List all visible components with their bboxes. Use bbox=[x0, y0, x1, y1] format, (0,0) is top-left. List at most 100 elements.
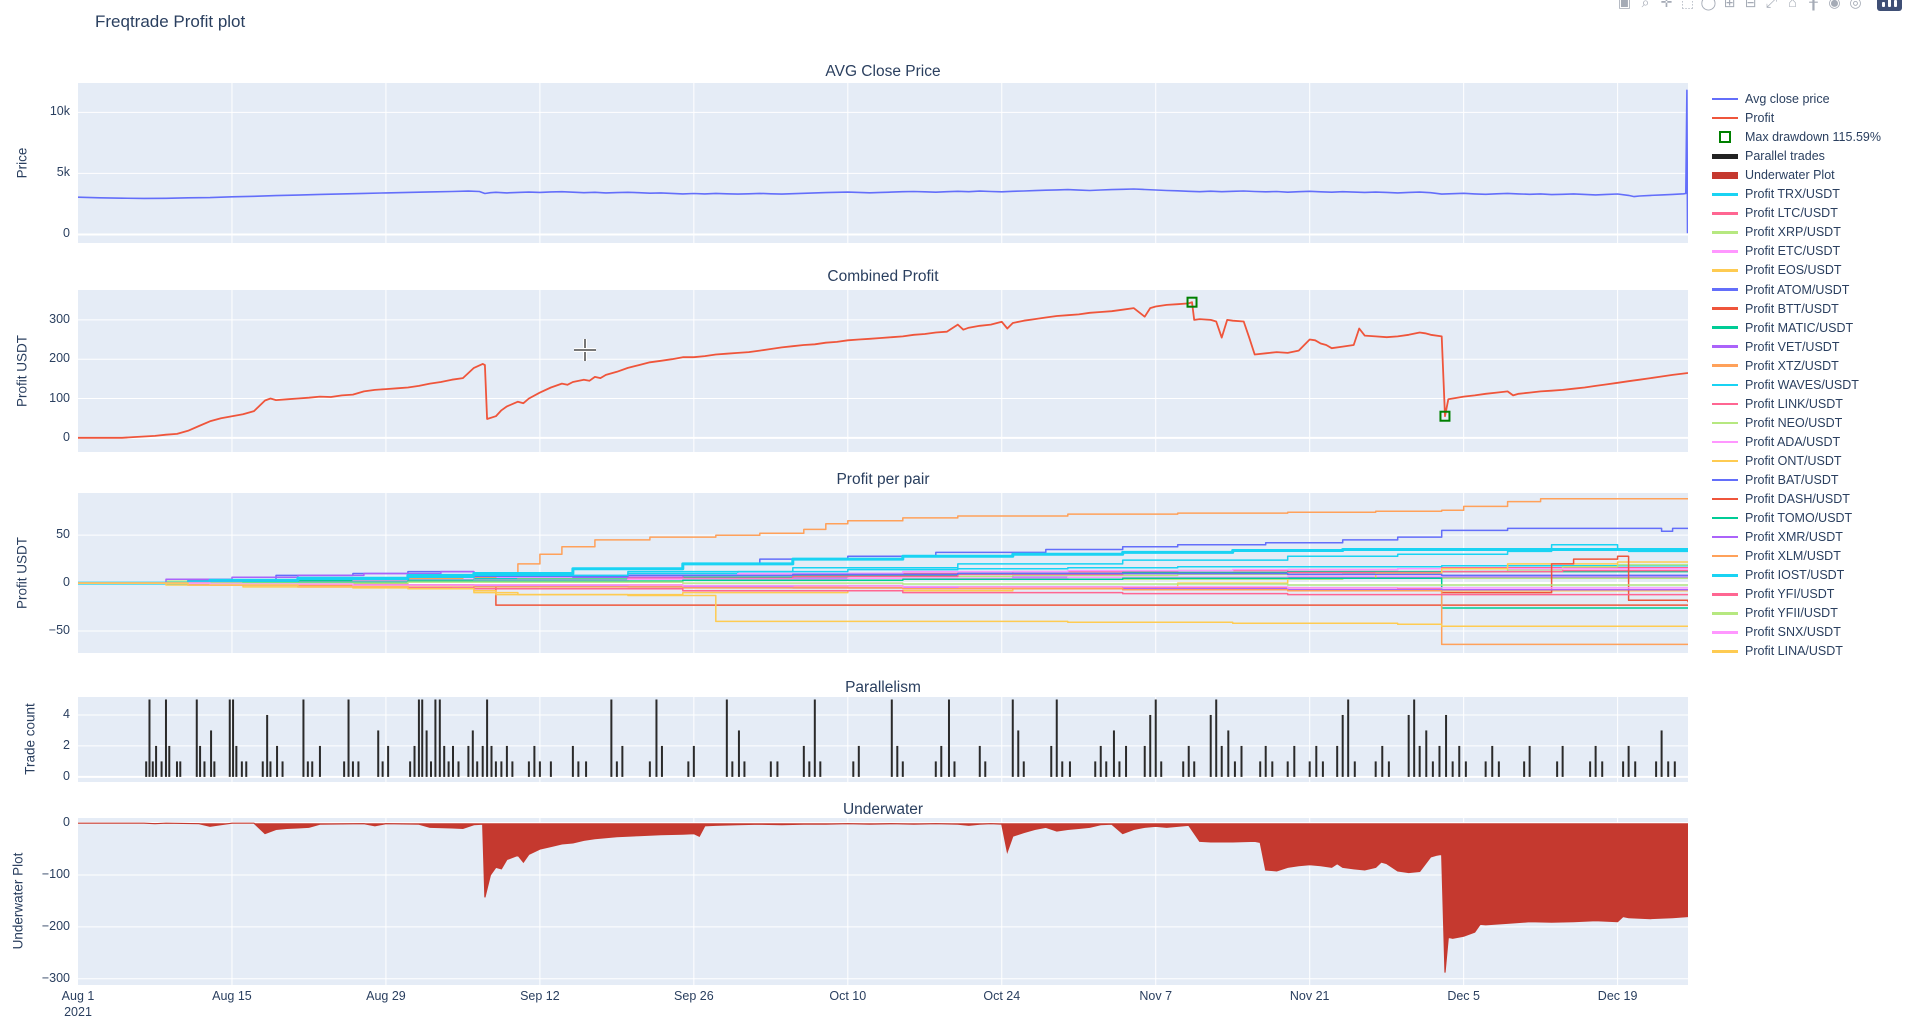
legend-item-profit-matic-usdt[interactable]: Profit MATIC/USDT bbox=[1712, 320, 1853, 336]
y-tick-label: 0 bbox=[63, 815, 70, 830]
plotly-logo-icon[interactable] bbox=[1877, 0, 1902, 11]
legend-label: Profit YFI/USDT bbox=[1745, 587, 1835, 602]
legend-item-underwater-plot[interactable]: Underwater Plot bbox=[1712, 167, 1835, 183]
combined-profit-plot-area[interactable] bbox=[78, 290, 1688, 452]
legend-swatch bbox=[1712, 326, 1738, 329]
page-title: Freqtrade Profit plot bbox=[95, 12, 246, 31]
legend-label: Max drawdown 115.59% bbox=[1745, 130, 1881, 145]
legend-label: Profit XTZ/USDT bbox=[1745, 358, 1839, 373]
legend-item-profit-etc-usdt[interactable]: Profit ETC/USDT bbox=[1712, 243, 1840, 259]
legend-item-profit-trx-usdt[interactable]: Profit TRX/USDT bbox=[1712, 186, 1840, 202]
hover-compare-icon[interactable]: ◎ bbox=[1849, 0, 1862, 10]
legend-item-max-drawdown-115-59-[interactable]: Max drawdown 115.59% bbox=[1712, 129, 1881, 145]
legend-swatch bbox=[1712, 307, 1738, 310]
series-Avg close price bbox=[78, 89, 1688, 234]
legend-item-profit-btt-usdt[interactable]: Profit BTT/USDT bbox=[1712, 301, 1839, 317]
x-tick-label: Nov 7 bbox=[1139, 989, 1173, 1003]
legend-item-profit-yfii-usdt[interactable]: Profit YFII/USDT bbox=[1712, 605, 1838, 621]
legend-item-profit[interactable]: Profit bbox=[1712, 110, 1774, 126]
legend-label: Avg close price bbox=[1745, 92, 1830, 106]
y-tick-label: 0 bbox=[63, 429, 70, 444]
combined-profit-chart[interactable] bbox=[78, 290, 1688, 452]
series-Profit bbox=[78, 301, 1688, 439]
legend-swatch bbox=[1712, 402, 1738, 406]
legend-item-profit-eos-usdt[interactable]: Profit EOS/USDT bbox=[1712, 262, 1842, 278]
legend-label: Profit ONT/USDT bbox=[1745, 453, 1842, 468]
zoom-in-icon[interactable]: ⊞ bbox=[1723, 0, 1736, 10]
modebar: ▣ ⌕ ✛ ⬚ ◯ ⊞ ⊟ ⤢ ⌂ ╂ ◉ ◎ bbox=[1615, 0, 1902, 12]
avg-close-price-chart[interactable] bbox=[78, 83, 1688, 243]
reset-axes-icon[interactable]: ⌂ bbox=[1788, 0, 1797, 10]
zoom-icon[interactable]: ⌕ bbox=[1641, 0, 1650, 10]
legend-item-profit-tomo-usdt[interactable]: Profit TOMO/USDT bbox=[1712, 510, 1852, 526]
legend-swatch bbox=[1712, 131, 1738, 144]
legend-item-profit-vet-usdt[interactable]: Profit VET/USDT bbox=[1712, 339, 1839, 355]
legend-item-profit-snx-usdt[interactable]: Profit SNX/USDT bbox=[1712, 624, 1841, 640]
legend-item-profit-yfi-usdt[interactable]: Profit YFI/USDT bbox=[1712, 586, 1834, 602]
autoscale-icon[interactable]: ⤢ bbox=[1765, 0, 1778, 10]
legend-item-profit-dash-usdt[interactable]: Profit DASH/USDT bbox=[1712, 491, 1850, 507]
x-tick-label: Aug 1 bbox=[61, 989, 95, 1003]
legend-swatch bbox=[1712, 554, 1738, 558]
lasso-select-icon[interactable]: ◯ bbox=[1700, 0, 1717, 10]
legend-item-profit-xmr-usdt[interactable]: Profit XMR/USDT bbox=[1712, 529, 1843, 545]
legend-label: Profit LINK/USDT bbox=[1745, 396, 1843, 411]
y-tick-label: 200 bbox=[49, 351, 70, 366]
legend-swatch bbox=[1712, 288, 1738, 291]
legend-swatch bbox=[1712, 459, 1738, 463]
x-tick-label: Nov 21 bbox=[1289, 989, 1330, 1003]
box-select-icon[interactable]: ⬚ bbox=[1680, 0, 1695, 10]
legend-swatch bbox=[1712, 231, 1738, 234]
legend-swatch bbox=[1712, 193, 1738, 196]
legend-label: Underwater Plot bbox=[1745, 168, 1835, 183]
legend-item-profit-xrp-usdt[interactable]: Profit XRP/USDT bbox=[1712, 224, 1841, 240]
avg-close-price-plot-area[interactable] bbox=[78, 83, 1688, 243]
legend-label: Profit bbox=[1745, 111, 1775, 126]
legend-item-profit-ont-usdt[interactable]: Profit ONT/USDT bbox=[1712, 453, 1842, 469]
pan-icon[interactable]: ✛ bbox=[1660, 0, 1673, 10]
hover-closest-icon[interactable]: ◉ bbox=[1828, 0, 1841, 10]
zoom-out-icon[interactable]: ⊟ bbox=[1744, 0, 1757, 10]
legend-item-profit-iost-usdt[interactable]: Profit IOST/USDT bbox=[1712, 567, 1844, 583]
series-line-Underwater Plot bbox=[78, 822, 1688, 973]
legend-swatch bbox=[1712, 383, 1738, 386]
legend-swatch bbox=[1712, 212, 1738, 215]
legend-label: Profit WAVES/USDT bbox=[1745, 377, 1859, 392]
legend-item-profit-bat-usdt[interactable]: Profit BAT/USDT bbox=[1712, 472, 1839, 488]
legend-item-profit-lina-usdt[interactable]: Profit LINA/USDT bbox=[1712, 643, 1843, 659]
legend-item-profit-xlm-usdt[interactable]: Profit XLM/USDT bbox=[1712, 548, 1841, 564]
legend-item-parallel-trades[interactable]: Parallel trades bbox=[1712, 148, 1825, 164]
x-tick-label: Aug 15 bbox=[212, 989, 252, 1003]
parallelism-chart[interactable] bbox=[78, 697, 1688, 782]
legend-swatch bbox=[1712, 345, 1738, 348]
legend-swatch bbox=[1712, 535, 1738, 539]
legend-swatch bbox=[1712, 116, 1738, 120]
legend-label: Profit SNX/USDT bbox=[1745, 625, 1841, 640]
underwater-chart[interactable] bbox=[78, 818, 1688, 985]
y-tick-label: −200 bbox=[41, 918, 70, 933]
legend-item-avg-close-price[interactable]: Avg close price bbox=[1712, 91, 1830, 107]
legend-swatch bbox=[1712, 440, 1738, 444]
legend-item-profit-atom-usdt[interactable]: Profit ATOM/USDT bbox=[1712, 282, 1849, 298]
x-tick-label: Dec 19 bbox=[1597, 989, 1638, 1003]
legend-label: Profit DASH/USDT bbox=[1745, 492, 1850, 507]
legend-swatch bbox=[1712, 364, 1738, 367]
subplot-title-profit-per-pair: Profit per pair bbox=[836, 471, 930, 488]
legend-item-profit-xtz-usdt[interactable]: Profit XTZ/USDT bbox=[1712, 358, 1839, 374]
legend-swatch bbox=[1712, 516, 1738, 520]
legend-item-profit-waves-usdt[interactable]: Profit WAVES/USDT bbox=[1712, 377, 1859, 393]
toggle-spikelines-icon[interactable]: ╂ bbox=[1809, 0, 1818, 10]
legend-item-profit-link-usdt[interactable]: Profit LINK/USDT bbox=[1712, 396, 1843, 412]
camera-icon[interactable]: ▣ bbox=[1617, 0, 1632, 10]
legend-swatch bbox=[1712, 421, 1738, 425]
max-drawdown-marker bbox=[1186, 296, 1198, 308]
legend-item-profit-neo-usdt[interactable]: Profit NEO/USDT bbox=[1712, 415, 1842, 431]
legend-item-profit-ada-usdt[interactable]: Profit ADA/USDT bbox=[1712, 434, 1840, 450]
profit-per-pair-chart[interactable] bbox=[78, 493, 1688, 653]
x-tick-label: Oct 10 bbox=[829, 989, 867, 1003]
y-tick-label: 4 bbox=[63, 706, 70, 721]
x-tick-label: Dec 5 bbox=[1447, 989, 1480, 1003]
series-Profit WAVES/USDT bbox=[78, 548, 1688, 585]
legend-item-profit-ltc-usdt[interactable]: Profit LTC/USDT bbox=[1712, 205, 1838, 221]
x-tick-label: Aug 29 bbox=[366, 989, 406, 1003]
